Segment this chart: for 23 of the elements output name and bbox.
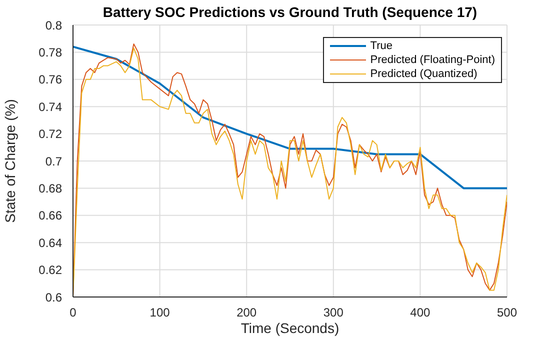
y-tick-label: 0.8 xyxy=(45,18,62,32)
x-tick-label: 300 xyxy=(323,306,344,320)
y-tick-label: 0.62 xyxy=(38,263,62,278)
y-tick-label: 0.64 xyxy=(38,236,62,250)
legend-label: Predicted (Quantized) xyxy=(370,67,478,81)
y-tick-label: 0.6 xyxy=(45,290,62,304)
x-tick-label: 400 xyxy=(410,306,431,320)
y-tick-label: 0.7 xyxy=(45,154,62,168)
y-axis-title: State of Charge (%) xyxy=(2,99,18,223)
x-tick-label: 0 xyxy=(70,306,77,320)
legend-label: True xyxy=(370,39,392,53)
y-tick-label: 0.78 xyxy=(38,45,62,60)
y-tick-label: 0.66 xyxy=(38,208,62,223)
y-tick-label: 0.68 xyxy=(38,181,62,196)
x-tick-label: 200 xyxy=(236,306,257,320)
x-tick-label: 500 xyxy=(496,306,518,320)
y-tick-label: 0.76 xyxy=(38,72,62,87)
x-axis-title: Time (Seconds) xyxy=(240,320,340,336)
x-tick-label: 100 xyxy=(150,306,170,320)
y-tick-label: 0.72 xyxy=(38,127,62,142)
chart-title: Battery SOC Predictions vs Ground Truth (Sequence 17) xyxy=(102,4,478,20)
y-tick-label: 0.74 xyxy=(38,100,62,114)
legend-label: Predicted (Floating-Point) xyxy=(370,53,495,67)
